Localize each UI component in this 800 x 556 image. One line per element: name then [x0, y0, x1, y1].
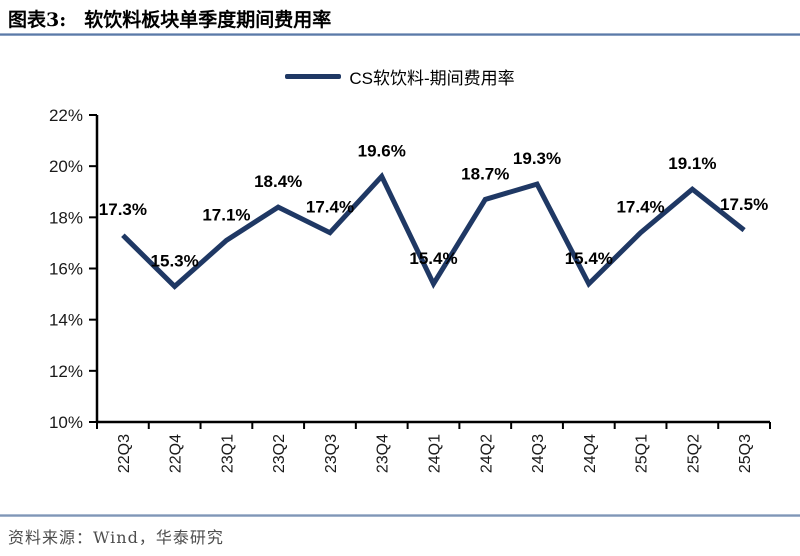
footer-rule — [0, 514, 800, 517]
data-point-label: 19.1% — [668, 154, 716, 173]
data-point-label: 19.6% — [358, 141, 406, 160]
data-point-labels: 17.3%15.3%17.1%18.4%17.4%19.6%15.4%18.7%… — [99, 141, 768, 270]
y-tick-label: 12% — [49, 362, 83, 381]
data-point-label: 17.4% — [306, 198, 354, 217]
series-line — [121, 171, 746, 290]
data-point-label: 18.7% — [461, 164, 509, 183]
data-point-label: 17.1% — [202, 205, 250, 224]
series-polyline — [121, 171, 746, 290]
x-tick-label: 23Q1 — [219, 434, 236, 473]
chart-title: 图表3: 软饮料板块单季度期间费用率 — [8, 5, 796, 32]
chart-title-text: 软饮料板块单季度期间费用率 — [84, 9, 332, 31]
x-tick-label: 22Q3 — [116, 434, 133, 473]
y-tick-label: 16% — [49, 260, 83, 279]
source-note: 资料来源：Wind，华泰研究 — [8, 528, 224, 547]
data-point-label: 17.4% — [616, 198, 664, 217]
data-point-label: 15.4% — [409, 249, 457, 268]
legend-line-swatch — [285, 74, 342, 79]
line-chart: 22% 20% 18% 16% 14% 12% 10% 22Q3 22Q4 23Q1 23Q2 23… — [49, 106, 771, 473]
y-tick-label: 14% — [49, 311, 83, 330]
y-axis-tick-labels: 22% 20% 18% 16% 14% 12% 10% — [49, 106, 83, 432]
x-tick-label: 24Q4 — [582, 434, 599, 473]
title-underline-rule — [0, 33, 800, 36]
y-tick-label: 22% — [49, 106, 83, 125]
x-tick-label: 25Q2 — [685, 434, 702, 473]
y-tick-label: 10% — [49, 413, 83, 432]
x-tick-label: 25Q1 — [634, 434, 651, 473]
x-tick-label: 23Q4 — [375, 434, 392, 473]
data-point-label: 17.5% — [720, 195, 768, 214]
data-point-label: 18.4% — [254, 172, 302, 191]
y-tick-label: 20% — [49, 157, 83, 176]
y-tick-label: 18% — [49, 208, 83, 227]
x-tick-label: 24Q2 — [478, 434, 495, 473]
data-point-label: 15.4% — [565, 249, 613, 268]
chart-title-prefix: 图表3: — [8, 9, 67, 31]
x-tick-label: 24Q1 — [427, 434, 444, 473]
x-tick-label: 22Q4 — [168, 434, 185, 473]
data-point-label: 15.3% — [151, 251, 199, 270]
x-tick-label: 24Q3 — [530, 434, 547, 473]
chart-axes — [89, 114, 771, 429]
x-axis-tick-labels: 22Q3 22Q4 23Q1 23Q2 23Q3 23Q4 24Q1 24Q2 24Q3 24Q4… — [116, 434, 754, 473]
legend-series-label: CS软饮料-期间费用率 — [349, 69, 515, 88]
chart-legend: CS软饮料-期间费用率 — [0, 64, 800, 89]
data-point-label: 19.3% — [513, 149, 561, 168]
x-tick-label: 25Q3 — [737, 434, 754, 473]
data-point-label: 17.3% — [99, 200, 147, 219]
x-tick-label: 23Q2 — [271, 434, 288, 473]
x-tick-label: 23Q3 — [323, 434, 340, 473]
